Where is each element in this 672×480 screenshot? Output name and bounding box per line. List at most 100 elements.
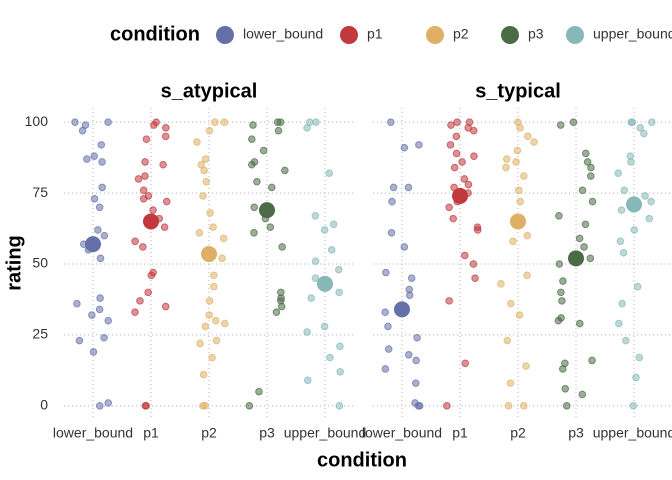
legend-label: lower_bound [243, 26, 323, 42]
point [141, 158, 149, 166]
point [581, 220, 590, 229]
y-axis-label: rating [3, 235, 25, 291]
point [311, 274, 320, 282]
point [281, 166, 289, 175]
point [445, 297, 453, 305]
point [205, 297, 214, 305]
point [645, 214, 654, 223]
point [220, 118, 229, 126]
point [201, 402, 209, 410]
point [580, 243, 588, 251]
y-tick-label: 50 [32, 255, 48, 271]
point [193, 138, 201, 146]
legend-swatch [340, 26, 358, 44]
point [159, 160, 167, 169]
point [201, 322, 210, 331]
x-tick-label: upper_bound [284, 425, 367, 441]
point [335, 402, 344, 410]
point [221, 319, 229, 328]
point [619, 248, 628, 257]
point [382, 268, 390, 277]
point [307, 294, 316, 302]
point [578, 186, 587, 195]
point [636, 124, 645, 132]
point [277, 302, 286, 311]
x-tick-label: p1 [143, 425, 159, 441]
point [161, 132, 170, 141]
point [530, 138, 538, 146]
mean-point [201, 246, 217, 263]
point [259, 146, 268, 155]
legend-label: p3 [528, 26, 544, 42]
point [88, 311, 96, 319]
point [562, 402, 571, 410]
point [413, 333, 421, 342]
point [96, 294, 104, 302]
x-tick-label: lower_bound [362, 425, 442, 441]
point [616, 237, 625, 246]
point [160, 223, 169, 231]
point [248, 160, 256, 169]
point [497, 280, 505, 288]
point [276, 118, 285, 126]
point [386, 118, 395, 126]
point [452, 132, 461, 141]
point [569, 118, 578, 126]
point [195, 229, 204, 237]
point [312, 118, 320, 126]
point [200, 166, 208, 175]
point [98, 183, 106, 192]
point [162, 197, 171, 206]
point [95, 305, 104, 314]
mean-point [452, 187, 468, 204]
point [414, 402, 423, 410]
point [503, 336, 512, 345]
point [447, 121, 455, 129]
point [71, 118, 79, 126]
point [210, 271, 218, 280]
point [506, 299, 515, 308]
point [83, 155, 91, 163]
point [210, 282, 218, 291]
point [502, 155, 511, 163]
point [635, 353, 644, 362]
point [582, 149, 590, 158]
point [522, 362, 530, 370]
point [404, 350, 413, 359]
point [523, 132, 532, 141]
point [464, 180, 473, 189]
point [96, 254, 105, 263]
point [95, 203, 104, 212]
point [470, 152, 478, 161]
mean-point [317, 275, 333, 292]
y-tick-label: 75 [32, 184, 48, 200]
point [381, 365, 390, 373]
x-tick-label: p3 [259, 425, 275, 441]
point [199, 370, 208, 379]
point [384, 322, 392, 331]
x-axis-label: condition [317, 449, 407, 471]
point [255, 387, 263, 396]
point [311, 211, 320, 220]
point [578, 390, 587, 399]
mean-point [143, 213, 159, 230]
legend-label: p1 [367, 26, 383, 42]
point [586, 254, 595, 263]
point [201, 155, 210, 163]
point [75, 336, 84, 345]
point [641, 192, 649, 200]
point [199, 192, 207, 200]
point [329, 220, 338, 229]
point [134, 175, 143, 183]
point [445, 203, 453, 212]
point [90, 194, 99, 203]
point [588, 197, 597, 206]
point [104, 399, 113, 407]
point [212, 316, 220, 325]
legend-title: condition [110, 23, 200, 45]
point [583, 158, 592, 166]
mean-point [568, 250, 584, 267]
point [136, 297, 144, 305]
x-tick-label: lower_bound [53, 425, 133, 441]
